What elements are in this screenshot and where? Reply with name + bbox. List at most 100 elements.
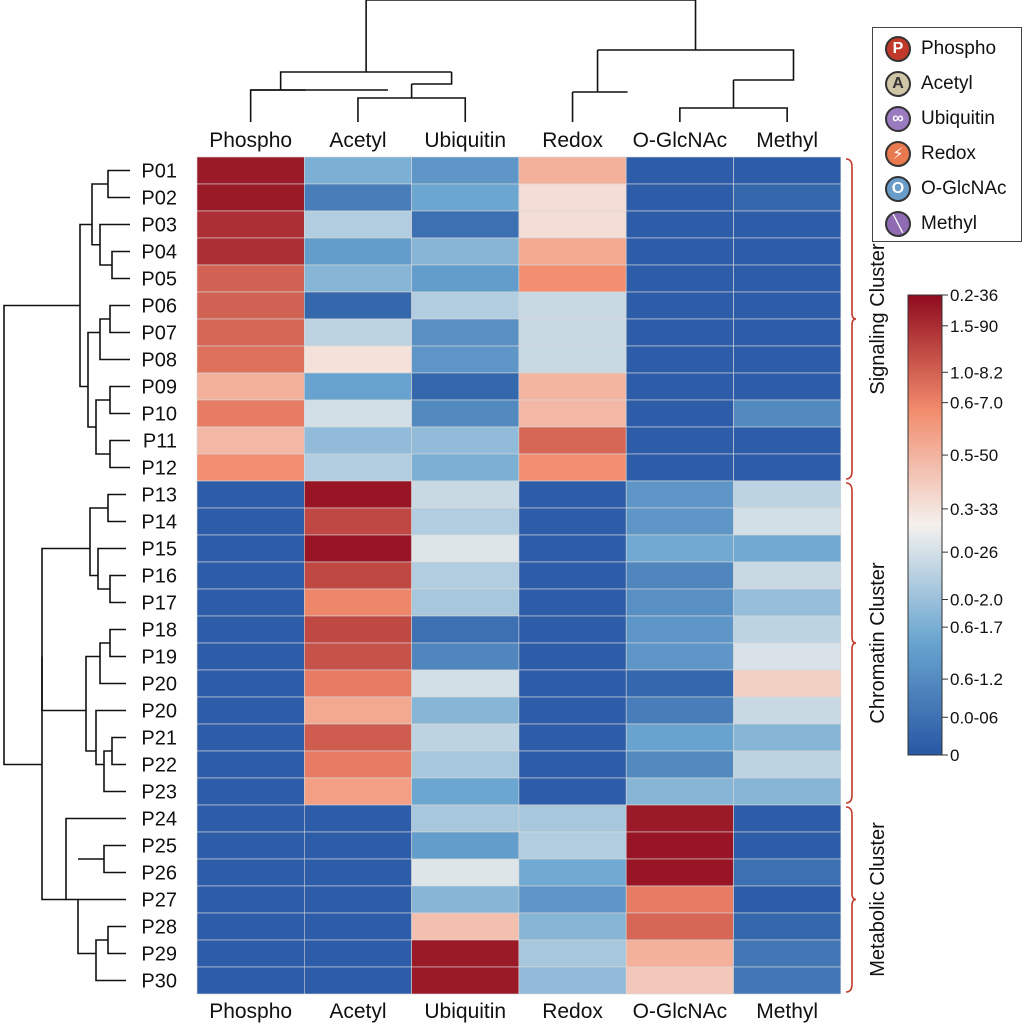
dendrogram-branch: [111, 250, 130, 280]
column-dendrogram: [249, 0, 795, 122]
heatmap-cell: [196, 399, 305, 428]
legend-label: Methyl: [921, 213, 977, 234]
colorbar-tick-label: 0.2-36: [950, 286, 998, 305]
heatmap-cell: [411, 642, 520, 671]
heatmap-cell: [518, 669, 627, 698]
colorbar-tick-label: 1.0-8.2: [950, 363, 1003, 382]
dendrogram-branch: [109, 385, 130, 415]
row-label: P16: [141, 566, 177, 588]
heatmap-cell: [196, 777, 305, 806]
heatmap-cell: [625, 804, 734, 833]
heatmap-cell: [625, 426, 734, 455]
heatmap-cell: [518, 399, 627, 428]
colorbar-tick-label: 0: [950, 746, 959, 765]
heatmap-cell: [411, 480, 520, 509]
heatmap-cell: [625, 291, 734, 320]
heatmap-cell: [518, 318, 627, 347]
heatmap-cell: [733, 318, 842, 347]
heatmap-cell: [733, 723, 842, 752]
legend-label: Redox: [921, 143, 976, 164]
heatmap-cell: [625, 696, 734, 725]
heatmap-cell: [411, 777, 520, 806]
heatmap-cell: [196, 345, 305, 374]
column-label-bottom: Redox: [542, 1000, 603, 1023]
oglcnac-icon: O: [885, 176, 911, 202]
row-label: P20: [141, 674, 177, 696]
heatmap-cell: [303, 939, 412, 968]
dendrogram-branch: [109, 628, 126, 658]
heatmap-cell: [411, 804, 520, 833]
row-label: P10: [141, 404, 177, 426]
heatmap-cell: [518, 480, 627, 509]
row-label: P06: [141, 296, 177, 318]
heatmap-cell: [625, 534, 734, 563]
heatmap-cell: [303, 696, 412, 725]
heatmap-cell: [411, 831, 520, 860]
heatmap-cell: [625, 615, 734, 644]
heatmap-cell: [196, 183, 305, 212]
heatmap-cell: [303, 858, 412, 887]
heatmap-cell: [733, 210, 842, 239]
cluster-bracket: [845, 806, 857, 993]
heatmap-cell: [411, 615, 520, 644]
column-label-bottom: Methyl: [756, 1000, 818, 1023]
dendrogram-branch: [41, 547, 90, 712]
heatmap-cell: [518, 831, 627, 860]
row-label: P11: [143, 431, 177, 453]
heatmap-cell: [625, 480, 734, 509]
colorbar-tick-label: 1.5-90: [950, 317, 998, 336]
dendrogram-branch: [679, 107, 788, 122]
dendrogram-branch: [99, 223, 130, 266]
legend-label: Ubiquitin: [921, 108, 995, 129]
colorbar-tick-label: 0.6-1.7: [950, 618, 1003, 637]
dendrogram-branch: [99, 318, 130, 361]
row-label: P29: [141, 944, 177, 966]
heatmap-cell: [625, 156, 734, 185]
heatmap-cell: [411, 426, 520, 455]
colorbar-tick-label: 0.0-06: [950, 708, 998, 727]
heatmap-cell: [733, 669, 842, 698]
heatmap-cell: [733, 480, 842, 509]
colorbar: 0.2-36 1.5-90 1.0-8.2 0.6-7.0 0.5-50 0.3-33 0.…: [907, 286, 1003, 765]
dendrogram-branch: [79, 223, 92, 388]
heatmap-cell: [625, 642, 734, 671]
heatmap-cell: [196, 804, 305, 833]
heatmap-cell: [625, 588, 734, 617]
heatmap-cell: [733, 858, 842, 887]
heatmap-cell: [196, 696, 305, 725]
heatmap-cell: [625, 453, 734, 482]
dendrogram-branch: [95, 709, 126, 766]
heatmap-cell: [196, 723, 305, 752]
heatmap-cell: [518, 372, 627, 401]
column-label-top: Phospho: [209, 129, 292, 152]
heatmap-cell: [518, 345, 627, 374]
dendrogram-branch: [597, 49, 795, 81]
heatmap-cell: [625, 183, 734, 212]
row-label: P22: [141, 755, 177, 777]
heatmap-cell: [625, 831, 734, 860]
heatmap-cell: [733, 453, 842, 482]
heatmap-cell: [733, 561, 842, 590]
dendrogram-branch: [107, 925, 126, 955]
column-label-top: Acetyl: [329, 129, 386, 152]
heatmap-cell: [303, 777, 412, 806]
heatmap-cell: [625, 237, 734, 266]
row-dendrogram: [3, 169, 130, 982]
top-column-labels: Phospho Acetyl Ubiquitin Redox O-GlcNAc Methy…: [209, 129, 818, 152]
heatmap-cell: [733, 939, 842, 968]
heatmap-cell: [411, 750, 520, 779]
column-label-bottom: O-GlcNAc: [633, 1000, 728, 1023]
heatmap-cell: [518, 264, 627, 293]
legend-label: O-GlcNAc: [921, 178, 1007, 199]
heatmap-cell: [625, 507, 734, 536]
dendrogram-branch: [99, 642, 126, 685]
dendrogram-branch: [107, 169, 130, 199]
heatmap-cell: [733, 588, 842, 617]
heatmap-cell: [196, 831, 305, 860]
heatmap-cell: [303, 885, 412, 914]
heatmap-cell: [518, 534, 627, 563]
heatmap-cell: [411, 507, 520, 536]
heatmap-cell: [625, 966, 734, 995]
heatmap-cell: [411, 588, 520, 617]
heatmap-cell: [303, 561, 412, 590]
